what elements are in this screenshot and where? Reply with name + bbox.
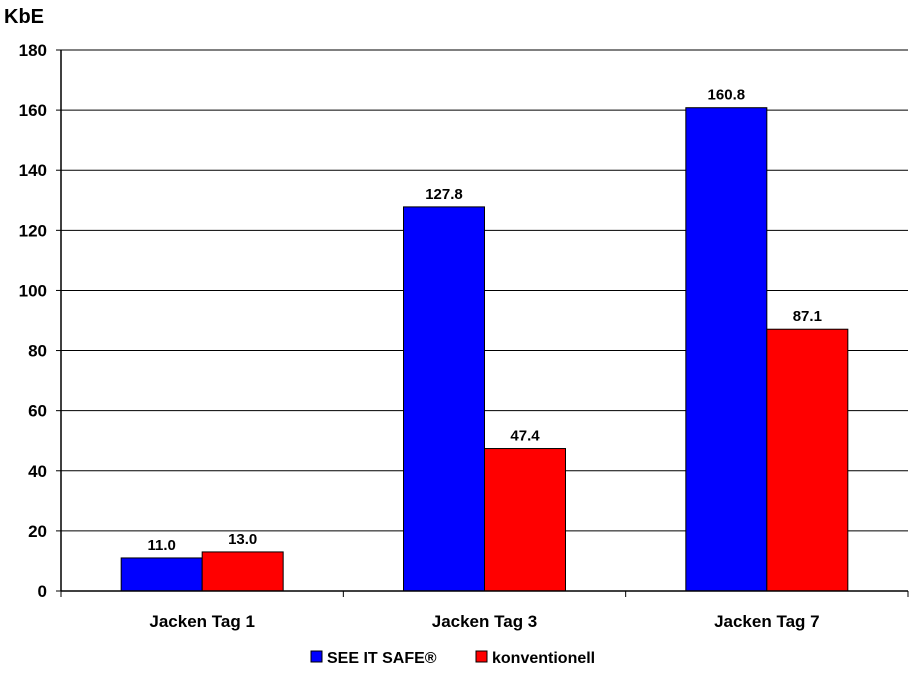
data-label: 87.1: [793, 308, 822, 325]
bar: [120, 557, 203, 592]
bar: [685, 107, 768, 592]
y-tick-label: 180: [19, 41, 47, 60]
data-label: 127.8: [425, 186, 463, 203]
y-tick-label: 160: [19, 101, 47, 120]
data-label: 13.0: [228, 531, 257, 548]
data-label: 160.8: [708, 87, 746, 104]
x-category-label: Jacken Tag 1: [149, 612, 255, 631]
y-tick-label: 20: [28, 522, 47, 541]
legend-swatch: [310, 650, 323, 663]
y-axis-unit-label: KbE: [4, 6, 44, 28]
y-tick-label: 40: [28, 462, 47, 481]
x-category-label: Jacken Tag 7: [714, 612, 820, 631]
bar: [766, 328, 849, 592]
bar: [484, 448, 566, 592]
legend: SEE IT SAFE® konventionell: [310, 650, 595, 667]
y-tick-label: 140: [19, 161, 47, 180]
x-axis-categories: Jacken Tag 1 Jacken Tag 3 Jacken Tag 7: [60, 591, 909, 631]
bar: [201, 551, 284, 592]
legend-swatch: [475, 650, 488, 663]
bar: [403, 206, 485, 592]
legend-label: SEE IT SAFE®: [327, 650, 437, 667]
data-label: 11.0: [147, 537, 175, 554]
y-tick-label: 120: [19, 221, 47, 240]
data-label: 47.4: [510, 428, 540, 445]
y-tick-label: 100: [19, 281, 47, 300]
y-tick-label: 0: [38, 582, 47, 601]
legend-label: konventionell: [492, 650, 595, 667]
x-category-label: Jacken Tag 3: [432, 612, 538, 631]
y-axis-ticks: 0 20 40 60 80 100 120 140 160 180: [19, 41, 61, 601]
y-tick-label: 80: [28, 342, 47, 361]
bar-series: 11.0 13.0 127.8 47.4 160.8 87.1: [120, 87, 849, 592]
axes: [60, 50, 908, 592]
y-tick-label: 60: [28, 402, 47, 421]
